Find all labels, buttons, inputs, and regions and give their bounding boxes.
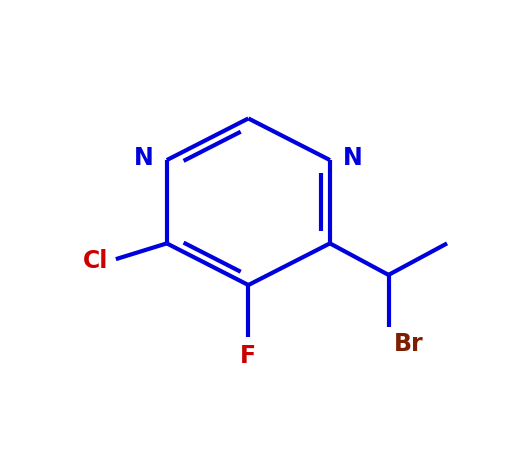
Text: Cl: Cl — [83, 250, 108, 274]
Text: Br: Br — [394, 332, 423, 356]
Text: N: N — [134, 146, 154, 170]
Text: F: F — [240, 343, 257, 367]
Text: N: N — [343, 146, 362, 170]
